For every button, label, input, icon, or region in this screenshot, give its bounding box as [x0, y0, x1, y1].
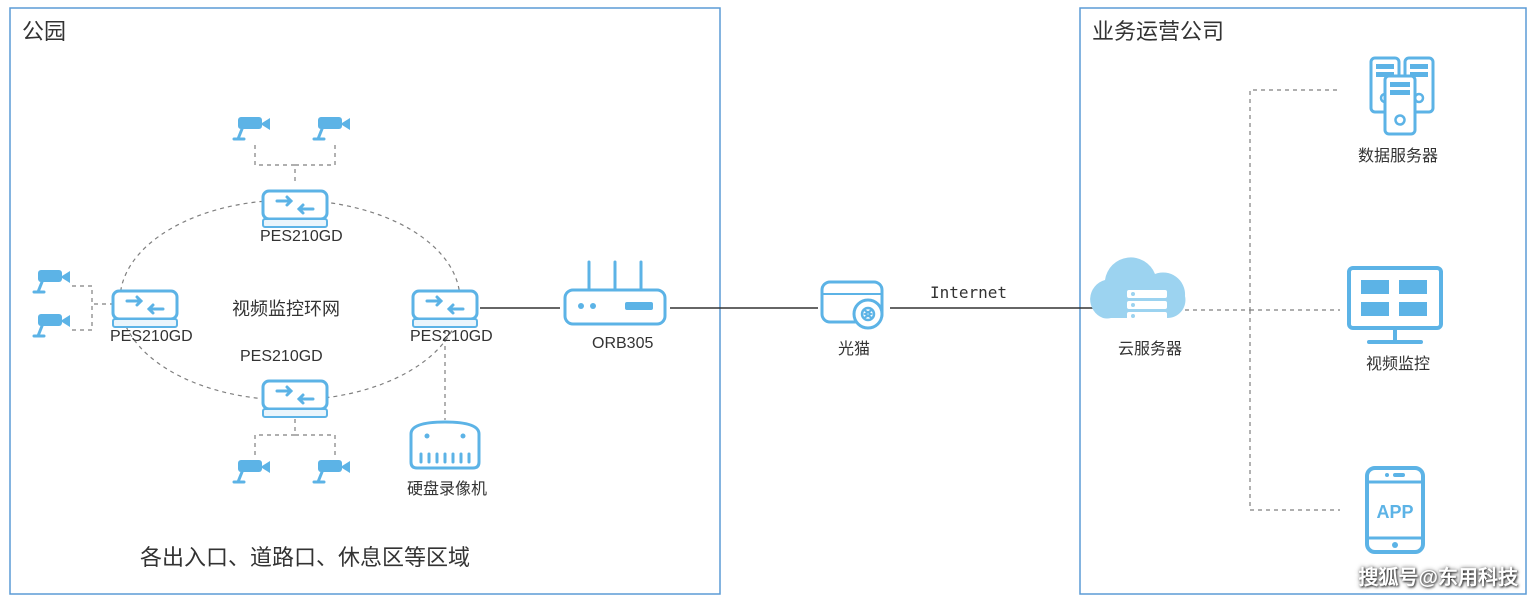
- servers-label: 数据服务器: [1358, 142, 1438, 166]
- switch-bottom-icon: [263, 381, 327, 417]
- park-bottom-text: 各出入口、道路口、休息区等区域: [140, 540, 470, 572]
- watermark: 搜狐号@东用科技: [1358, 561, 1518, 590]
- cam-link-bot-right: [295, 435, 335, 455]
- cam-link-bot-left: [255, 415, 295, 455]
- park-title: 公园: [22, 14, 66, 46]
- camera-icon: [314, 117, 350, 139]
- modem-label: 光猫: [838, 335, 870, 359]
- server-icon: [1371, 58, 1433, 134]
- cloud-icon: [1090, 257, 1185, 320]
- camera-icon: [234, 117, 270, 139]
- cam-link-top-left: [255, 145, 295, 185]
- camera-icon: [34, 314, 70, 336]
- cloud-label: 云服务器: [1118, 335, 1182, 359]
- camera-icon: [314, 460, 350, 482]
- switch-left-label: PES210GD: [110, 328, 193, 346]
- switch-bottom-label: PES210GD: [240, 348, 323, 366]
- switch-right-icon: [413, 291, 477, 327]
- monitor-label: 视频监控: [1366, 350, 1430, 374]
- monitor-icon: [1349, 268, 1441, 342]
- router-icon: [565, 262, 665, 324]
- camera-icon: [34, 270, 70, 292]
- svg-text:APP: APP: [1376, 502, 1413, 522]
- switch-right-label: PES210GD: [410, 328, 493, 346]
- diagram-canvas: APP: [0, 0, 1538, 600]
- ring-label: 视频监控环网: [232, 295, 340, 321]
- switch-left-icon: [113, 291, 177, 327]
- cam-link-left-bottom: [72, 304, 92, 330]
- switch-top-icon: [263, 191, 327, 227]
- cam-link-top-right: [295, 145, 335, 165]
- internet-label: Internet: [930, 283, 1007, 302]
- app-icon: APP: [1367, 468, 1423, 552]
- modem-icon: [822, 282, 882, 328]
- camera-icon: [234, 460, 270, 482]
- link-cloud-servers: [1185, 90, 1340, 310]
- router-label: ORB305: [592, 335, 653, 353]
- switch-top-label: PES210GD: [260, 228, 343, 246]
- cam-link-left-top: [72, 286, 112, 304]
- link-cloud-app: [1250, 310, 1340, 510]
- company-title: 业务运营公司: [1092, 14, 1224, 46]
- nvr-icon: [411, 422, 479, 468]
- nvr-label: 硬盘录像机: [407, 475, 487, 499]
